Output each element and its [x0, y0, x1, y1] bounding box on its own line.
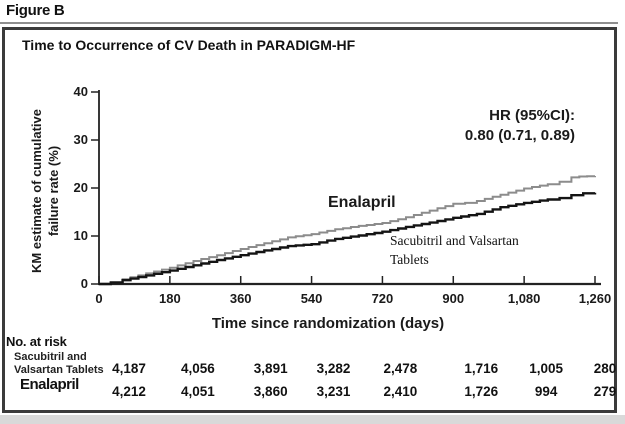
y-tick-label: 30: [73, 132, 88, 147]
x-tick-label: 360: [229, 291, 252, 306]
page-bottom-band: [0, 415, 625, 424]
km-curve-sacubitril: [99, 192, 597, 286]
y-tick-label: 40: [73, 84, 88, 99]
risk-count-cell: 3,231: [316, 384, 351, 399]
risk-count-cell: 4,056: [180, 361, 215, 376]
risk-table-header: No. at risk: [6, 334, 67, 349]
enalapril-curve-label: Enalapril: [328, 194, 396, 211]
risk-count-cell: 280: [593, 361, 617, 376]
risk-count-cell: 4,187: [112, 361, 146, 376]
risk-count-cell: 4,051: [180, 384, 215, 399]
x-tick-label: 0: [95, 291, 103, 306]
risk-count-cell: 1,716: [464, 361, 499, 376]
figure-border-box: [2, 27, 617, 413]
risk-count-cell: 3,891: [253, 361, 288, 376]
sacubitril-curve-label-line2: Tablets: [390, 252, 429, 267]
risk-count-cell: 3,282: [316, 361, 351, 376]
hazard-ratio-line1: HR (95%CI):: [489, 107, 575, 124]
risk-count-cell: 4,212: [112, 384, 146, 399]
figure-label: Figure B: [6, 2, 65, 19]
x-tick-label: 1,260: [578, 291, 612, 306]
y-tick-label: 0: [80, 276, 88, 291]
risk-count-cell: 2,478: [383, 361, 418, 376]
x-tick-label: 900: [442, 291, 465, 306]
risk-row-label-sacubitril: Sacubitril and Valsartan Tablets: [14, 351, 104, 376]
x-tick-label: 540: [300, 291, 323, 306]
x-tick-label: 720: [371, 291, 394, 306]
risk-count-cell: 3,860: [253, 384, 288, 399]
risk-row-label-sacubitril-line2: Valsartan Tablets: [14, 363, 104, 376]
x-tick-label: 1,080: [507, 291, 541, 306]
x-axis-title: Time since randomization (days): [211, 315, 445, 332]
x-tick-label: 180: [158, 291, 181, 306]
y-tick-label: 20: [73, 180, 88, 195]
sacubitril-curve-label: Sacubitril and Valsartan Tablets: [390, 231, 519, 269]
risk-row-label-sacubitril-line1: Sacubitril and: [14, 351, 87, 363]
hazard-ratio-line2: 0.80 (0.71, 0.89): [464, 127, 575, 144]
chart-title: Time to Occurrence of CV Death in PARADI…: [22, 37, 356, 53]
y-tick-label: 10: [73, 228, 88, 243]
risk-row-label-enalapril: Enalapril: [20, 376, 79, 393]
risk-count-cell: 279: [593, 384, 617, 399]
figure-label-rule: [0, 22, 618, 24]
risk-count-cell: 994: [534, 384, 558, 399]
risk-count-cell: 1,005: [529, 361, 564, 376]
sacubitril-curve-label-line1: Sacubitril and Valsartan: [390, 233, 519, 248]
km-curve-enalapril: [99, 175, 596, 285]
hazard-ratio-annotation: HR (95%CI): 0.80 (0.71, 0.89): [400, 106, 575, 146]
risk-count-cell: 2,410: [383, 384, 418, 399]
risk-count-cell: 1,726: [464, 384, 499, 399]
